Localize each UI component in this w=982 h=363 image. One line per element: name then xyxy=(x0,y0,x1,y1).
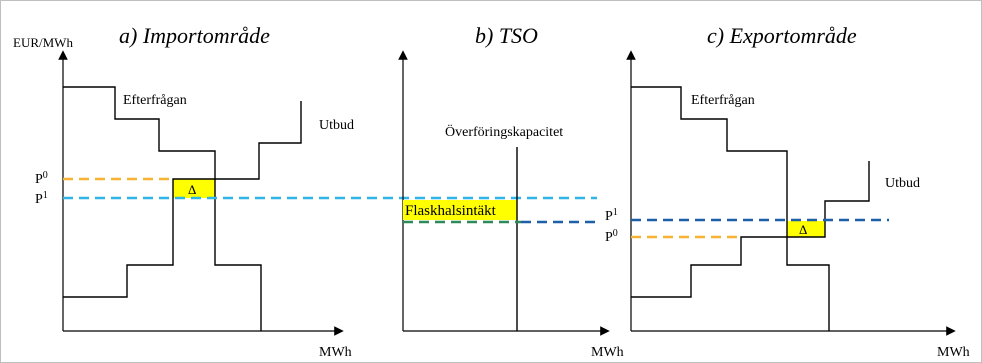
transfer-capacity-label: Överföringskapacitet xyxy=(445,123,563,140)
panel-a-delta-box xyxy=(173,179,215,198)
panel-a-p0-label: P0 xyxy=(35,170,48,187)
panel-c-x-label: MWh xyxy=(937,345,970,360)
bottleneck-rent-box xyxy=(403,200,517,220)
panel-c-delta-box xyxy=(787,221,825,237)
panel-a-p1-label: P1 xyxy=(35,190,48,207)
panel-c-supply-label: Utbud xyxy=(885,176,920,191)
panel-c-p0-label: P0 xyxy=(605,228,618,245)
panel-c-demand-label: Efterfrågan xyxy=(691,93,755,108)
panel-tso: b) TSO MWh Flaskhalsintäkt Överföringska… xyxy=(398,23,624,360)
bottleneck-rent-label: Flaskhalsintäkt xyxy=(405,203,497,219)
panel-c-delta: Δ xyxy=(799,222,807,237)
panel-a-supply-curve xyxy=(63,101,302,298)
panel-export: c) Exportområde MWh Δ Efterfrågan Utbud … xyxy=(605,23,970,360)
panel-a-demand-curve xyxy=(63,86,262,331)
panel-c-title: c) Exportområde xyxy=(707,23,857,48)
panel-c-p1-label: P1 xyxy=(605,207,618,224)
panel-b-title: b) TSO xyxy=(475,23,538,48)
y-axis-label: EUR/MWh xyxy=(13,35,73,50)
panel-a-delta: Δ xyxy=(188,182,196,197)
panel-import: EUR/MWh a) Importområde MWh Δ Efterfråga… xyxy=(13,23,354,360)
panel-a-demand-label: Efterfrågan xyxy=(123,93,187,108)
panel-a-x-label: MWh xyxy=(319,345,352,360)
panel-a-title: a) Importområde xyxy=(119,23,270,48)
panel-b-x-label: MWh xyxy=(591,345,624,360)
panel-a-supply-label: Utbud xyxy=(319,118,354,133)
panel-c-demand-curve xyxy=(631,86,830,331)
panel-c-supply-curve xyxy=(631,161,870,298)
